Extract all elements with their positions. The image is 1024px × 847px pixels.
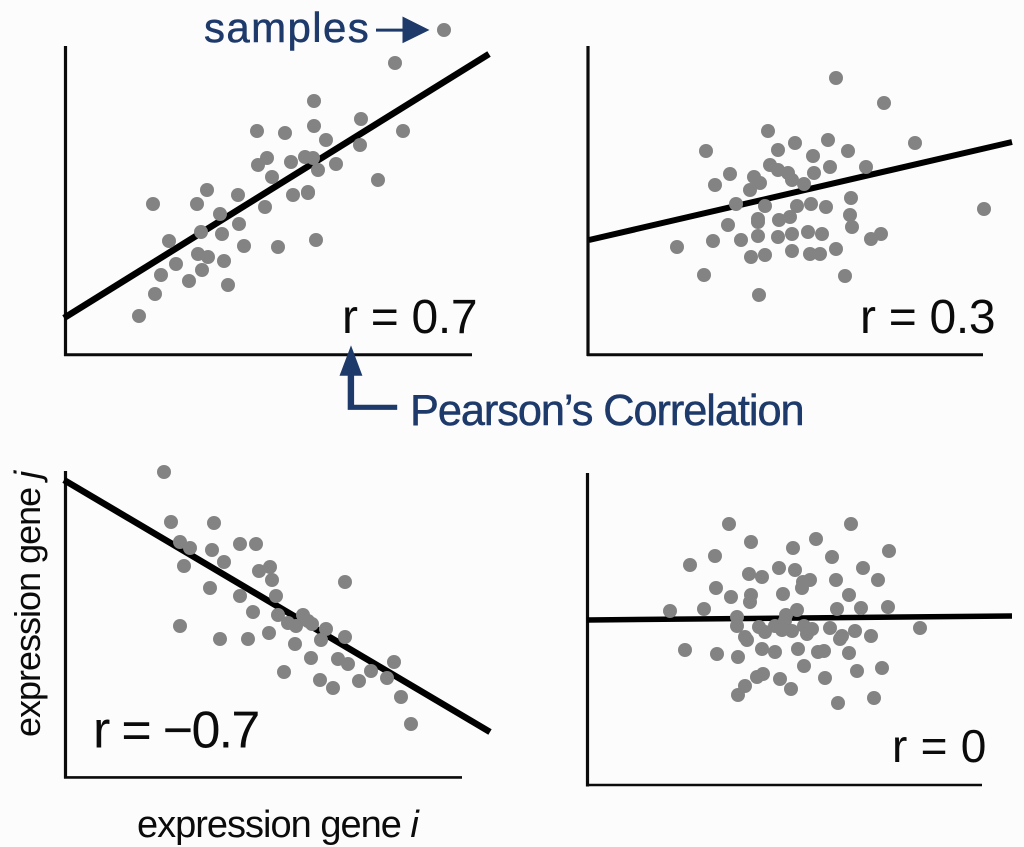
svg-text:Pearson’s Correlation: Pearson’s Correlation <box>410 387 804 435</box>
svg-text:r = 0: r = 0 <box>892 720 987 772</box>
svg-text:r = −0.7: r = −0.7 <box>93 702 259 760</box>
svg-text:samples: samples <box>204 4 370 51</box>
svg-text:r = 0.7: r = 0.7 <box>342 291 477 344</box>
svg-text:expression gene i: expression gene i <box>137 804 420 846</box>
svg-text:expression gene j: expression gene j <box>7 470 48 737</box>
svg-text:r = 0.3: r = 0.3 <box>860 291 995 344</box>
